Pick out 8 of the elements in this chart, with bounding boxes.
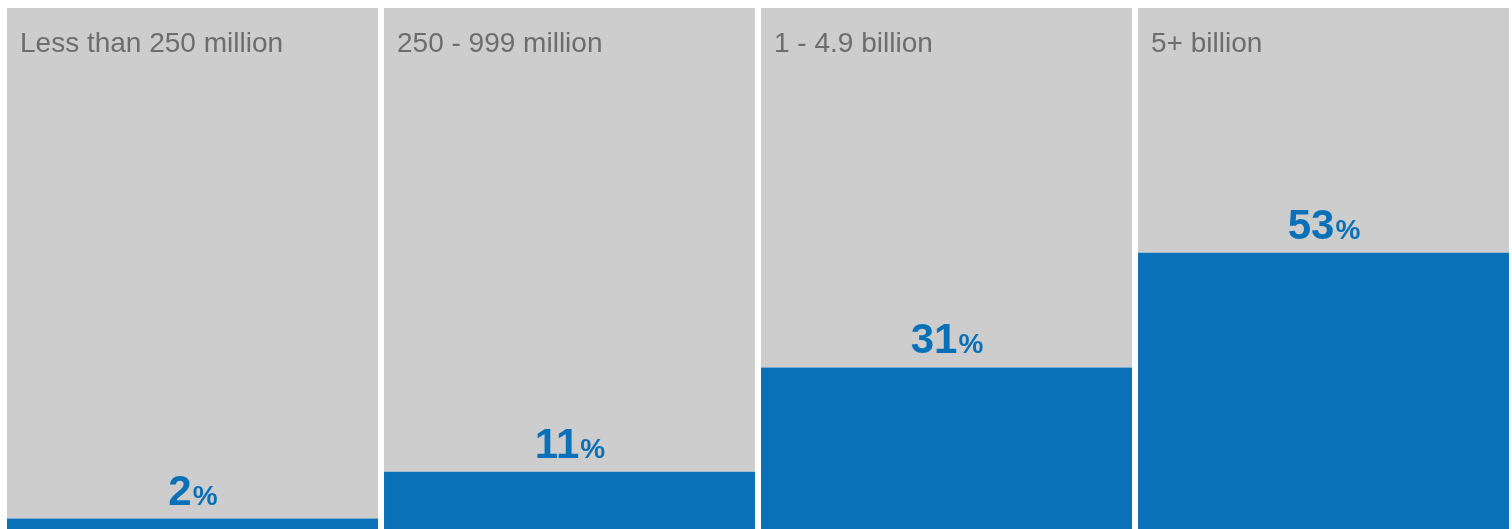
x-tick-label: Less than 250 million	[20, 26, 284, 58]
data-label: 2%	[168, 466, 218, 514]
data-label: 11%	[534, 419, 606, 467]
x-tick-label: 1 - 4.9 billion	[774, 26, 933, 58]
data-label: 31%	[910, 315, 984, 363]
x-tick-label: 250 - 999 million	[397, 26, 603, 58]
data-label: 53%	[1287, 200, 1361, 248]
x-tick-label: 5+ billion	[1151, 26, 1263, 58]
